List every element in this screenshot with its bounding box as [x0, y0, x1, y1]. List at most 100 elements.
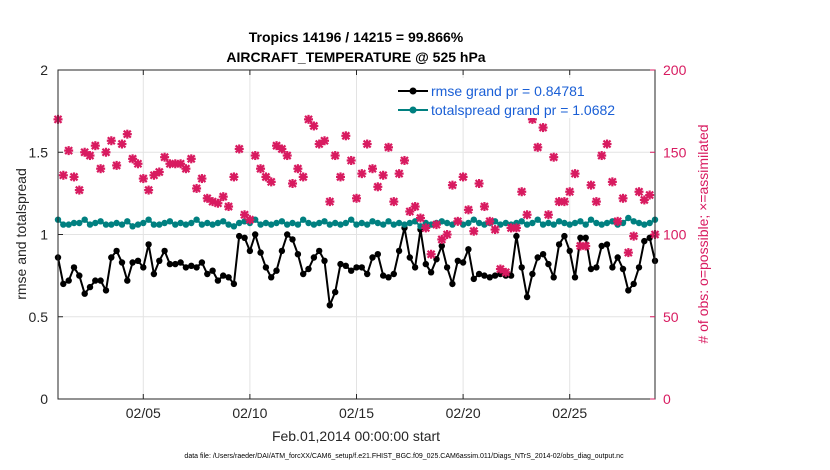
rmse-point — [619, 265, 627, 273]
obs-marker — [485, 216, 495, 226]
obs-marker — [341, 131, 351, 141]
obs-marker — [346, 155, 356, 165]
spread-point — [348, 216, 355, 223]
spread-point — [449, 221, 456, 228]
data-file-footnote: data file: /Users/raeder/DAI/ATM_forcXX/… — [184, 453, 624, 460]
rmse-point — [545, 260, 552, 268]
obs-marker — [224, 202, 234, 212]
rmse-point — [145, 241, 152, 248]
rmse-point — [262, 264, 270, 271]
rmse-point — [214, 277, 222, 284]
obs-marker — [559, 197, 569, 207]
rmse-point — [395, 247, 403, 255]
rmse-point — [641, 237, 648, 245]
spread-point — [289, 219, 296, 227]
obs-marker — [325, 197, 335, 207]
obs-marker — [336, 172, 346, 182]
obs-marker — [101, 147, 111, 157]
rmse-point — [507, 272, 515, 279]
rmse-point — [459, 259, 467, 266]
obs-marker — [623, 248, 633, 258]
rmse-point — [230, 280, 238, 288]
rmse-point — [550, 274, 557, 281]
y2-tick-label: 0 — [663, 391, 671, 407]
spread-point — [124, 218, 131, 225]
rmse-point — [465, 246, 472, 253]
spread-point — [518, 218, 525, 225]
rmse-point — [188, 262, 195, 269]
rmse-point — [65, 277, 72, 284]
rmse-point — [337, 260, 344, 268]
obs-marker — [458, 172, 468, 182]
rmse-point — [486, 274, 493, 281]
obs-marker — [234, 144, 244, 154]
rmse-point — [390, 270, 397, 278]
spread-point — [481, 221, 488, 228]
y2-tick-label: 200 — [663, 62, 687, 78]
y2-axis-label: # of obs: o=possible; ×=assimilated — [695, 124, 711, 343]
rmse-point — [252, 231, 259, 238]
spread-point — [161, 219, 168, 227]
obs-marker — [112, 160, 122, 170]
spread-point — [102, 221, 110, 228]
spread-point — [539, 221, 547, 228]
rmse-point — [332, 288, 339, 296]
spread-point — [332, 219, 339, 227]
spread-point — [321, 218, 328, 225]
obs-marker — [463, 205, 473, 215]
obs-marker — [565, 187, 575, 197]
rmse-point — [150, 270, 158, 278]
rmse-point — [427, 269, 435, 276]
rmse-point — [81, 290, 88, 297]
obs-marker — [602, 139, 612, 149]
obs-marker — [399, 155, 409, 165]
rmse-point — [443, 264, 451, 271]
y-axis-label: rmse and totalspread — [13, 168, 29, 300]
spread-point — [60, 221, 67, 228]
rmse-point — [587, 265, 595, 273]
spread-point — [502, 219, 509, 227]
obs-marker — [357, 169, 367, 179]
spread-point — [358, 219, 365, 227]
rmse-point — [603, 241, 611, 248]
spread-point — [108, 221, 115, 228]
spread-point — [326, 221, 333, 228]
spread-point — [603, 219, 611, 227]
spread-point — [534, 216, 541, 223]
rmse-point — [209, 267, 216, 274]
spread-point — [523, 221, 531, 228]
spread-point — [204, 219, 211, 227]
spread-point — [641, 221, 648, 228]
obs-marker — [229, 172, 239, 182]
obs-marker — [389, 197, 399, 207]
obs-marker — [517, 187, 527, 197]
spread-point — [193, 216, 200, 223]
rmse-point — [60, 280, 67, 288]
obs-marker — [501, 267, 511, 277]
rmse-point — [204, 270, 211, 278]
series-spread — [54, 214, 659, 230]
spread-point — [257, 221, 264, 228]
legend-rmse-marker — [409, 87, 417, 95]
obs-marker — [218, 192, 228, 202]
rmse-point — [513, 232, 520, 240]
spread-point — [342, 219, 349, 227]
rmse-point — [156, 257, 163, 264]
spread-point — [491, 218, 499, 225]
y-tick-label: 2 — [40, 62, 48, 78]
spread-point — [150, 221, 158, 228]
rmse-point — [577, 234, 584, 241]
obs-marker — [543, 210, 553, 220]
spread-point — [118, 221, 126, 228]
rmse-point — [518, 264, 525, 271]
obs-marker — [154, 167, 164, 177]
spread-point — [497, 221, 504, 228]
spread-point — [593, 219, 600, 227]
y2-tick-label: 50 — [663, 309, 679, 325]
rmse-point — [539, 251, 547, 258]
spread-point — [385, 218, 392, 225]
spread-point — [566, 221, 573, 228]
rmse-point — [300, 270, 307, 278]
rmse-point — [491, 272, 499, 279]
obs-marker — [256, 164, 266, 174]
